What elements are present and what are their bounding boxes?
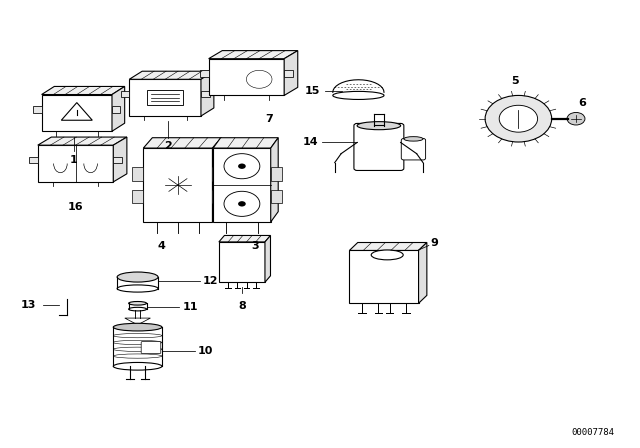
- Polygon shape: [200, 70, 209, 77]
- Polygon shape: [209, 51, 298, 59]
- Polygon shape: [333, 80, 384, 95]
- Circle shape: [238, 164, 246, 169]
- Ellipse shape: [113, 323, 162, 331]
- Polygon shape: [284, 70, 293, 77]
- Polygon shape: [212, 167, 224, 181]
- Polygon shape: [212, 190, 224, 203]
- Text: 8: 8: [238, 301, 246, 311]
- Polygon shape: [132, 167, 143, 181]
- Text: 00007784: 00007784: [572, 428, 614, 437]
- Polygon shape: [271, 190, 282, 203]
- Text: 4: 4: [158, 241, 166, 251]
- Circle shape: [238, 201, 246, 207]
- Polygon shape: [419, 242, 427, 303]
- Polygon shape: [113, 137, 127, 182]
- Text: 15: 15: [305, 86, 320, 96]
- Polygon shape: [129, 71, 214, 79]
- Polygon shape: [29, 156, 38, 163]
- Text: 6: 6: [579, 98, 586, 108]
- Text: 13: 13: [21, 300, 36, 310]
- Polygon shape: [112, 86, 125, 131]
- Polygon shape: [125, 318, 150, 325]
- Circle shape: [499, 105, 538, 132]
- Polygon shape: [129, 79, 201, 116]
- Polygon shape: [38, 137, 127, 145]
- Polygon shape: [209, 59, 284, 95]
- Polygon shape: [42, 95, 112, 131]
- FancyBboxPatch shape: [401, 138, 426, 160]
- Polygon shape: [213, 148, 271, 222]
- Text: 1: 1: [70, 155, 77, 164]
- Text: 9: 9: [430, 238, 438, 248]
- Text: 12: 12: [203, 276, 218, 286]
- Polygon shape: [33, 106, 42, 112]
- Polygon shape: [201, 90, 209, 97]
- Polygon shape: [132, 190, 143, 203]
- FancyBboxPatch shape: [354, 123, 404, 170]
- Polygon shape: [349, 242, 427, 250]
- Text: 5: 5: [511, 76, 519, 86]
- Text: 3: 3: [251, 241, 259, 251]
- Polygon shape: [113, 156, 122, 163]
- Polygon shape: [265, 236, 271, 282]
- Polygon shape: [143, 138, 221, 148]
- Polygon shape: [38, 145, 113, 182]
- Polygon shape: [349, 250, 419, 303]
- Text: 11: 11: [182, 302, 198, 312]
- Polygon shape: [219, 236, 271, 242]
- Polygon shape: [61, 103, 92, 120]
- FancyBboxPatch shape: [141, 341, 161, 353]
- Text: 2: 2: [164, 141, 172, 151]
- Circle shape: [485, 95, 552, 142]
- Polygon shape: [42, 86, 125, 95]
- Ellipse shape: [117, 285, 158, 292]
- Circle shape: [567, 112, 585, 125]
- Text: 14: 14: [303, 138, 319, 147]
- Polygon shape: [284, 51, 298, 95]
- Ellipse shape: [117, 272, 158, 282]
- Polygon shape: [147, 90, 183, 105]
- Ellipse shape: [404, 137, 423, 141]
- Polygon shape: [271, 167, 282, 181]
- Polygon shape: [219, 242, 265, 282]
- Polygon shape: [121, 90, 129, 97]
- Polygon shape: [271, 138, 278, 222]
- Text: 7: 7: [265, 114, 273, 124]
- Polygon shape: [201, 71, 214, 116]
- Ellipse shape: [333, 91, 384, 99]
- Ellipse shape: [357, 121, 401, 129]
- Polygon shape: [112, 106, 120, 112]
- Ellipse shape: [129, 307, 147, 311]
- Ellipse shape: [113, 362, 162, 370]
- Polygon shape: [213, 138, 278, 148]
- Ellipse shape: [371, 250, 403, 260]
- Polygon shape: [212, 138, 221, 222]
- Ellipse shape: [129, 302, 147, 305]
- Text: 16: 16: [68, 202, 83, 212]
- Polygon shape: [143, 148, 212, 222]
- Text: 10: 10: [198, 346, 213, 356]
